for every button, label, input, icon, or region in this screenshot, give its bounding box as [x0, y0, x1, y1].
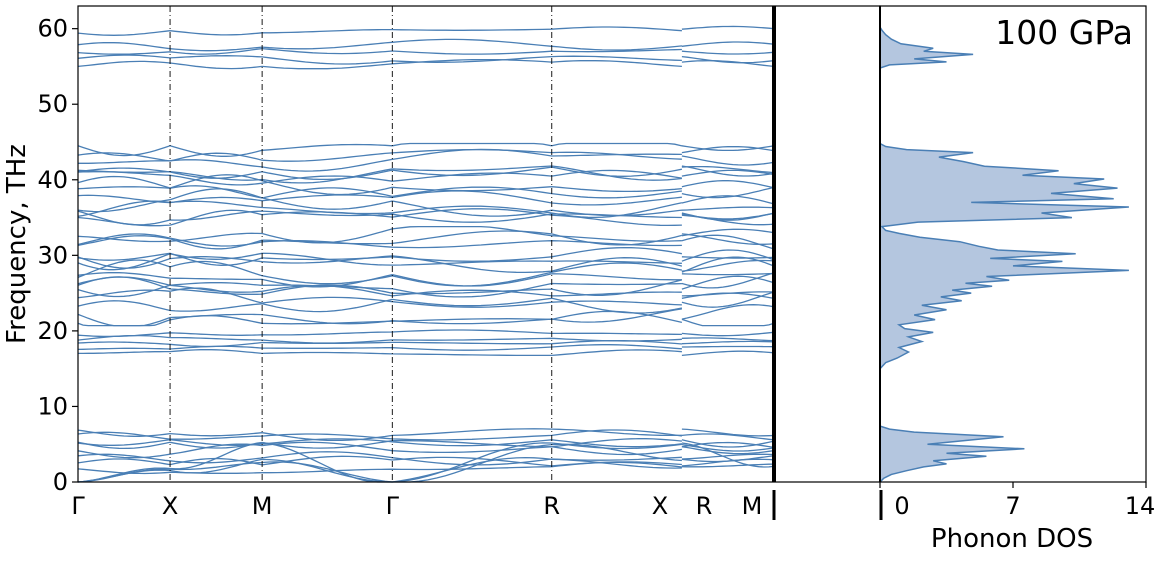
- pressure-annotation: 100 GPa: [995, 13, 1133, 52]
- y-tick-label: 40: [37, 166, 68, 194]
- band-line: [77, 429, 775, 441]
- x-tick-label: M: [742, 492, 763, 520]
- y-axis-ticks: 0 10 20 30 40 50 60: [37, 15, 78, 496]
- dos-x-axis-ticks: 0 7 14: [879, 482, 1156, 520]
- band-line: [77, 225, 775, 244]
- band-line: [77, 174, 775, 196]
- phonon-dos-plot: 0 7 14 Phonon DOS 100 GPa: [879, 5, 1156, 554]
- band-line: [77, 461, 775, 475]
- x-tick-label: X: [162, 492, 178, 520]
- y-tick-label: 30: [37, 241, 68, 269]
- y-tick-label: 0: [53, 468, 68, 496]
- band-line: [77, 451, 775, 466]
- y-axis-label: Frequency, THz: [2, 144, 32, 344]
- band-line: [77, 428, 775, 442]
- band-line: [77, 165, 775, 181]
- band-line: [77, 441, 775, 459]
- band-line: [77, 304, 775, 327]
- band-lines: [77, 25, 775, 483]
- band-line: [77, 25, 775, 36]
- y-tick-label: 10: [37, 392, 68, 420]
- band-line: [77, 442, 775, 483]
- dos-line: [879, 6, 1129, 483]
- band-line: [77, 233, 775, 250]
- band-line: [77, 438, 775, 450]
- band-line: [77, 185, 775, 199]
- band-line: [77, 58, 775, 70]
- band-line: [77, 200, 775, 221]
- x-tick-label: X: [652, 492, 668, 520]
- band-line: [77, 142, 775, 157]
- band-line: [77, 455, 775, 467]
- band-line: [77, 246, 775, 266]
- x-tick-label: R: [696, 492, 713, 520]
- band-line: [77, 145, 775, 162]
- band-line: [77, 54, 775, 65]
- y-tick-label: 20: [37, 317, 68, 345]
- dos-x-tick-label: 7: [1005, 492, 1020, 520]
- dos-x-tick-label: 0: [894, 492, 909, 520]
- x-tick-label: Γ: [71, 492, 85, 520]
- dos-area: [880, 6, 1129, 482]
- dos-x-tick-label: 14: [1125, 492, 1156, 520]
- band-line: [77, 38, 775, 52]
- y-tick-label: 50: [37, 90, 68, 118]
- high-symmetry-lines: [169, 6, 553, 482]
- band-line: [77, 329, 775, 338]
- band-line: [78, 349, 775, 357]
- x-tick-label: M: [252, 492, 273, 520]
- band-line: [77, 255, 775, 274]
- x-tick-label: Γ: [386, 492, 400, 520]
- band-line: [77, 188, 775, 217]
- band-line: [77, 292, 775, 314]
- band-line: [77, 210, 775, 226]
- band-line: [77, 256, 775, 287]
- band-line: [77, 47, 775, 55]
- y-tick-label: 60: [37, 15, 68, 43]
- x-tick-label: R: [543, 492, 560, 520]
- band-line: [77, 438, 775, 448]
- dos-x-axis-label: Phonon DOS: [931, 524, 1093, 554]
